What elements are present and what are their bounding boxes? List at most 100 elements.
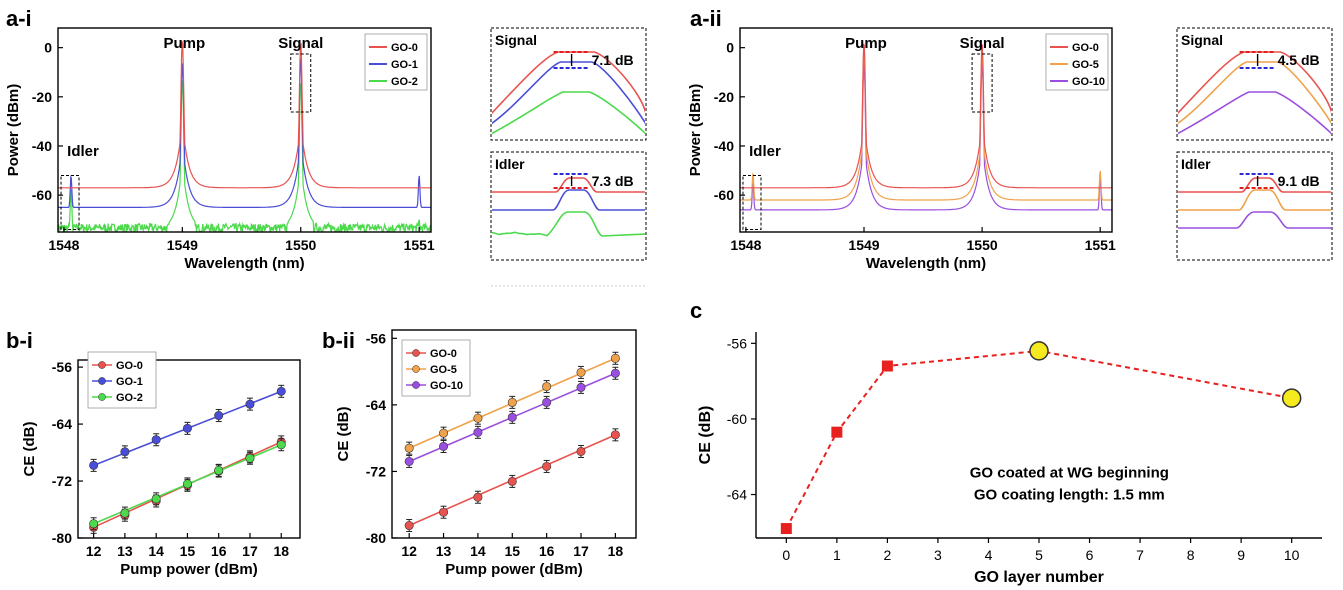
legend-label: GO-1 xyxy=(116,376,143,388)
signal-inset: Signal 4.5 dB xyxy=(1176,27,1333,141)
plot-frame xyxy=(391,329,637,539)
difference-value: 7.1 dB xyxy=(592,52,634,68)
x-tick-label: 18 xyxy=(273,543,289,559)
data-point xyxy=(610,368,620,378)
x-tick-label: 1549 xyxy=(167,237,198,253)
x-tick-label: 12 xyxy=(401,543,417,559)
legend-label: GO-0 xyxy=(391,42,418,54)
y-axis-label: Power (dBm) xyxy=(687,84,704,177)
data-point xyxy=(439,441,449,451)
data-point xyxy=(473,427,483,437)
annotation-idler: Idler xyxy=(749,143,781,160)
y-tick-label: -60 xyxy=(714,187,734,203)
data-point xyxy=(576,367,586,377)
panel-label: a-i xyxy=(6,6,32,31)
x-tick-label: 0 xyxy=(782,547,790,563)
panel-label: b-ii xyxy=(322,328,355,353)
inset-label: Idler xyxy=(495,156,525,172)
annotation-length: GO coating length: 1.5 mm xyxy=(974,487,1165,504)
x-tick-label: 17 xyxy=(573,543,589,559)
data-point xyxy=(439,428,449,438)
data-point xyxy=(831,426,843,438)
legend-label: GO-0 xyxy=(430,348,457,360)
x-tick-label: 3 xyxy=(934,547,942,563)
panel-b-i: 12 13 14 15 16 17 18 -56 -64 -72 -80 Pump power (dB… xyxy=(6,328,301,578)
inset-frame xyxy=(490,27,647,141)
legend-label: GO-5 xyxy=(1072,59,1099,71)
inset-frame xyxy=(1176,151,1333,261)
y-tick-label: -64 xyxy=(52,416,72,432)
data-point xyxy=(120,508,130,518)
y-tick-label: -64 xyxy=(366,397,386,413)
inset-label: Idler xyxy=(1181,156,1211,172)
y-tick-label: -60 xyxy=(727,411,747,427)
plot-frame xyxy=(739,27,1113,233)
legend-marker xyxy=(412,349,420,357)
data-point xyxy=(507,397,517,407)
inset-curve xyxy=(1178,211,1331,229)
data-point xyxy=(120,447,130,457)
inset-curves xyxy=(1178,51,1331,135)
legend-label: GO-5 xyxy=(430,364,457,376)
data-point xyxy=(214,411,224,421)
legend-label: GO-10 xyxy=(430,380,463,392)
legend: GO-0 GO-5 GO-10 xyxy=(1045,33,1109,91)
inset-curve xyxy=(1178,61,1331,125)
x-tick-label: 13 xyxy=(117,543,133,559)
inset-curve xyxy=(492,189,645,211)
y-axis-label: CE (dB) xyxy=(335,407,352,462)
y-tick-label: -40 xyxy=(32,138,52,154)
x-tick-label: 4 xyxy=(985,547,993,563)
legend-label: GO-1 xyxy=(391,59,418,71)
x-tick-label: 1550 xyxy=(967,237,998,253)
data-point xyxy=(89,519,99,529)
y-tick-label: 0 xyxy=(726,40,734,56)
y-tick-label: -72 xyxy=(366,463,386,479)
data-point xyxy=(245,399,255,409)
panel-a-ii: 1548 1549 1550 1551 0 -20 -40 -60 Wavelength (nm… xyxy=(687,6,1116,272)
y-tick-label: -72 xyxy=(52,473,72,489)
annotation-signal: Signal xyxy=(960,35,1005,52)
inset-curve xyxy=(1178,177,1331,193)
legend: GO-0 GO-5 GO-10 xyxy=(401,339,471,397)
y-axis-label: CE (dB) xyxy=(21,422,38,477)
x-tick-label: 5 xyxy=(1035,547,1043,563)
annotation-idler: Idler xyxy=(67,143,99,160)
legend-marker xyxy=(98,361,106,369)
x-axis-label: GO layer number xyxy=(974,569,1104,586)
data-point xyxy=(1029,341,1049,361)
x-tick-label: 1 xyxy=(833,547,841,563)
idler-marker-box xyxy=(742,174,762,231)
inset-curve xyxy=(492,51,645,115)
x-tick-label: 12 xyxy=(86,543,102,559)
y-tick-label: -20 xyxy=(32,89,52,105)
signal-marker-box xyxy=(290,53,312,113)
y-tick-label: -40 xyxy=(714,138,734,154)
data-point xyxy=(182,479,192,489)
data-point xyxy=(576,382,586,392)
data-point xyxy=(404,456,414,466)
data-point xyxy=(507,476,517,486)
series-line xyxy=(58,41,431,189)
inset-frame xyxy=(490,151,647,261)
x-tick-label: 17 xyxy=(242,543,258,559)
legend-label: GO-0 xyxy=(116,360,143,372)
y-tick-label: -80 xyxy=(366,530,386,546)
inset-frame xyxy=(1176,27,1333,141)
insets-a-i: Signal 7.1 dB Idler 7.3 dB xyxy=(490,27,647,261)
panel-label: b-i xyxy=(6,328,33,353)
panel-b-ii: 12 13 14 15 16 17 18 -56 -64 -72 -80 Pump power (dB… xyxy=(322,328,637,578)
inset-curve xyxy=(492,61,645,125)
x-tick-label: 18 xyxy=(608,543,624,559)
annotation-pump: Pump xyxy=(163,35,205,52)
series-line xyxy=(58,57,431,208)
inset-label: Signal xyxy=(1181,32,1223,48)
inset-label: Signal xyxy=(495,32,537,48)
panel-a-i: 1548 1549 1550 1551 0 -20 -40 -60 Wavelength (nm… xyxy=(5,6,435,272)
series-line xyxy=(58,80,431,232)
legend-label: GO-2 xyxy=(116,392,143,404)
series-group xyxy=(740,43,1112,211)
data-point xyxy=(439,507,449,517)
data-point xyxy=(780,523,792,535)
data-point xyxy=(473,413,483,423)
